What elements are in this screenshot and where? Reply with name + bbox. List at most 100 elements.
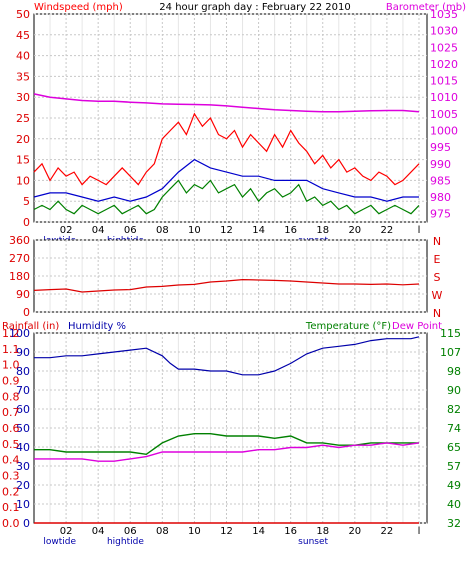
barometer-tick: 995 bbox=[430, 141, 451, 154]
rain-tick: 0.5 bbox=[2, 438, 20, 451]
windspeed-tick: 50 bbox=[16, 8, 30, 21]
temperature-tick: 40 bbox=[447, 498, 461, 511]
rain-tick: 0.1 bbox=[2, 501, 20, 514]
temperature-axis-label: Temperature (°F) bbox=[305, 321, 391, 332]
compass-tick: E bbox=[434, 253, 441, 266]
direction-tick: 360 bbox=[9, 234, 30, 247]
barometer-tick: 975 bbox=[430, 208, 451, 221]
barometer-tick: 1000 bbox=[430, 124, 458, 137]
humidity-tick: 80 bbox=[16, 365, 30, 378]
rain-tick: 0.0 bbox=[2, 517, 20, 530]
humidity-series bbox=[34, 336, 420, 376]
windspeed-tick: 45 bbox=[16, 29, 30, 42]
x-tick-label: l bbox=[418, 225, 421, 236]
x-tick-label: 20 bbox=[348, 526, 361, 537]
dewpoint-axis-label: Dew Point bbox=[392, 321, 442, 332]
temperature-tick: 49 bbox=[447, 479, 461, 492]
temperature-tick: 115 bbox=[440, 327, 461, 340]
direction-tick: 180 bbox=[9, 270, 30, 283]
wind-direction-series bbox=[33, 278, 420, 293]
humidity-tick: 70 bbox=[16, 384, 30, 397]
windspeed-tick: 30 bbox=[16, 91, 30, 104]
x-tick-label: 04 bbox=[92, 526, 105, 537]
compass-tick: N bbox=[433, 307, 441, 320]
x-tick-label: 22 bbox=[381, 225, 394, 236]
x-tick-label: 02 bbox=[60, 225, 73, 236]
x-tick-label: 12 bbox=[220, 225, 233, 236]
temperature-tick: 57 bbox=[447, 460, 461, 473]
rain-tick: 0.3 bbox=[2, 470, 20, 483]
barometer-tick: 1005 bbox=[430, 108, 458, 121]
chart-title: 24 hour graph day : February 22 2010 bbox=[159, 2, 350, 13]
x-tick-label: 12 bbox=[220, 526, 233, 537]
compass-tick: S bbox=[434, 271, 441, 284]
barometer-tick: 990 bbox=[430, 158, 451, 171]
humidity-tick: 40 bbox=[16, 441, 30, 454]
direction-tick: 270 bbox=[9, 252, 30, 265]
rain-tick: 0.6 bbox=[2, 422, 20, 435]
rain-tick: 0.9 bbox=[2, 375, 20, 388]
x-tick-label: 14 bbox=[252, 225, 265, 236]
wind-average-series bbox=[33, 158, 419, 202]
x-tick-label: 16 bbox=[284, 225, 297, 236]
x-tick-label: 20 bbox=[348, 225, 361, 236]
x-tick-label: 22 bbox=[381, 526, 394, 537]
x-tick-label: 06 bbox=[124, 225, 137, 236]
barometer-series bbox=[33, 93, 420, 113]
temperature-tick: 74 bbox=[447, 422, 461, 435]
rain-tick: 1.1 bbox=[2, 343, 20, 356]
x-tick-label: 04 bbox=[92, 225, 105, 236]
humidity-tick: 50 bbox=[16, 422, 30, 435]
barometer-tick: 1015 bbox=[430, 75, 458, 88]
windspeed-tick: 40 bbox=[16, 50, 30, 63]
event-hightide: hightide bbox=[107, 537, 144, 547]
humidity-axis-label: Humidity % bbox=[68, 321, 126, 332]
temperature-tick: 32 bbox=[447, 517, 461, 530]
x-tick-label: 14 bbox=[252, 526, 265, 537]
x-tick-label: 10 bbox=[188, 225, 201, 236]
x-tick-label: 18 bbox=[316, 225, 329, 236]
humidity-tick: 100 bbox=[9, 327, 30, 340]
barometer-tick: 980 bbox=[430, 191, 451, 204]
humidity-tick: 60 bbox=[16, 403, 30, 416]
humidity-tick: 0 bbox=[23, 517, 30, 530]
rain-tick: 1.0 bbox=[2, 359, 20, 372]
humidity-tick: 90 bbox=[16, 346, 30, 359]
barometer-axis-label: Barometer (mb) bbox=[386, 2, 466, 13]
direction-tick: 0 bbox=[23, 306, 30, 319]
dewpoint-series bbox=[34, 442, 420, 462]
x-tick-label: 18 bbox=[316, 526, 329, 537]
barometer-tick: 1035 bbox=[430, 8, 458, 21]
x-tick-label: 02 bbox=[60, 526, 73, 537]
windspeed-tick: 5 bbox=[23, 195, 30, 208]
temperature-tick: 98 bbox=[447, 365, 461, 378]
rainfall-axis-label: Rainfall (in) bbox=[2, 321, 59, 332]
rain-tick: 0.7 bbox=[2, 406, 20, 419]
compass-tick: W bbox=[432, 289, 443, 302]
x-tick-label: l bbox=[418, 526, 421, 537]
windspeed-axis-label: Windspeed (mph) bbox=[34, 2, 123, 13]
rain-tick: 1.2 bbox=[2, 327, 20, 340]
rain-tick: 0.4 bbox=[2, 454, 20, 467]
x-tick-label: 16 bbox=[284, 526, 297, 537]
wind-low-series bbox=[33, 179, 420, 215]
event-lowtide: lowtide bbox=[43, 537, 76, 547]
temperature-tick: 90 bbox=[447, 384, 461, 397]
barometer-tick: 1010 bbox=[430, 91, 458, 104]
windspeed-tick: 35 bbox=[16, 70, 30, 83]
barometer-tick: 1020 bbox=[430, 58, 458, 71]
rain-tick: 0.2 bbox=[2, 485, 20, 498]
humidity-tick: 20 bbox=[16, 479, 30, 492]
windspeed-tick: 0 bbox=[23, 216, 30, 229]
temperature-tick: 107 bbox=[440, 346, 461, 359]
compass-tick: N bbox=[433, 235, 441, 248]
windspeed-tick: 15 bbox=[16, 154, 30, 167]
humidity-tick: 30 bbox=[16, 460, 30, 473]
barometer-tick: 1030 bbox=[430, 25, 458, 38]
event-sunset: sunset bbox=[298, 537, 328, 547]
windspeed-tick: 10 bbox=[16, 174, 30, 187]
x-tick-label: 08 bbox=[156, 526, 169, 537]
temperature-tick: 65 bbox=[447, 441, 461, 454]
x-tick-label: 08 bbox=[156, 225, 169, 236]
